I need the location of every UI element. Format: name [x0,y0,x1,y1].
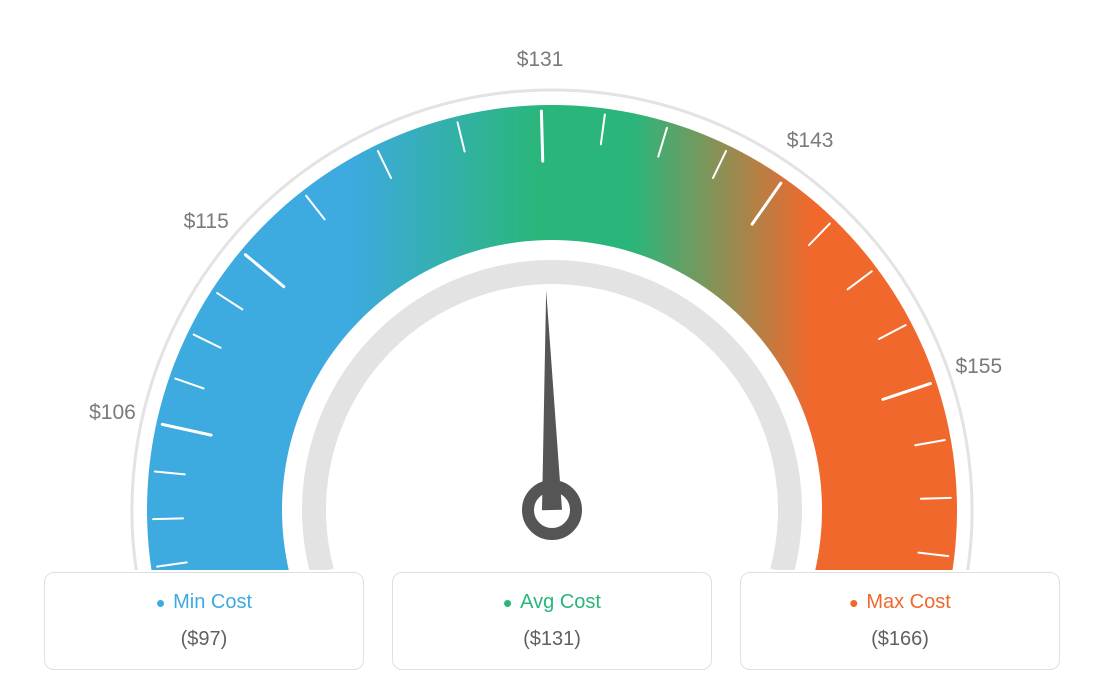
legend-max-value: ($166) [751,628,1049,651]
scale-label: $143 [787,129,834,153]
legend-card-avg: Avg Cost ($131) [392,572,712,670]
legend-max-title: Max Cost [751,591,1049,614]
tick [921,498,951,499]
legend-avg-title: Avg Cost [403,591,701,614]
gauge-chart-container: $97$106$115$131$143$155$166 Min Cost ($9… [0,0,1104,690]
gauge-needle [542,290,562,510]
scale-label: $155 [955,355,1002,379]
scale-label: $131 [517,48,564,72]
legend-min-value: ($97) [55,628,353,651]
legend-card-max: Max Cost ($166) [740,572,1060,670]
legend-avg-value: ($131) [403,628,701,651]
tick [541,111,542,161]
scale-label: $106 [89,401,136,425]
scale-label: $115 [184,210,229,234]
legend-card-min: Min Cost ($97) [44,572,364,670]
gauge-area: $97$106$115$131$143$155$166 [0,0,1104,560]
gauge-svg [72,50,1032,570]
tick [153,518,183,519]
legend-row: Min Cost ($97) Avg Cost ($131) Max Cost … [0,572,1104,670]
legend-min-title: Min Cost [55,591,353,614]
